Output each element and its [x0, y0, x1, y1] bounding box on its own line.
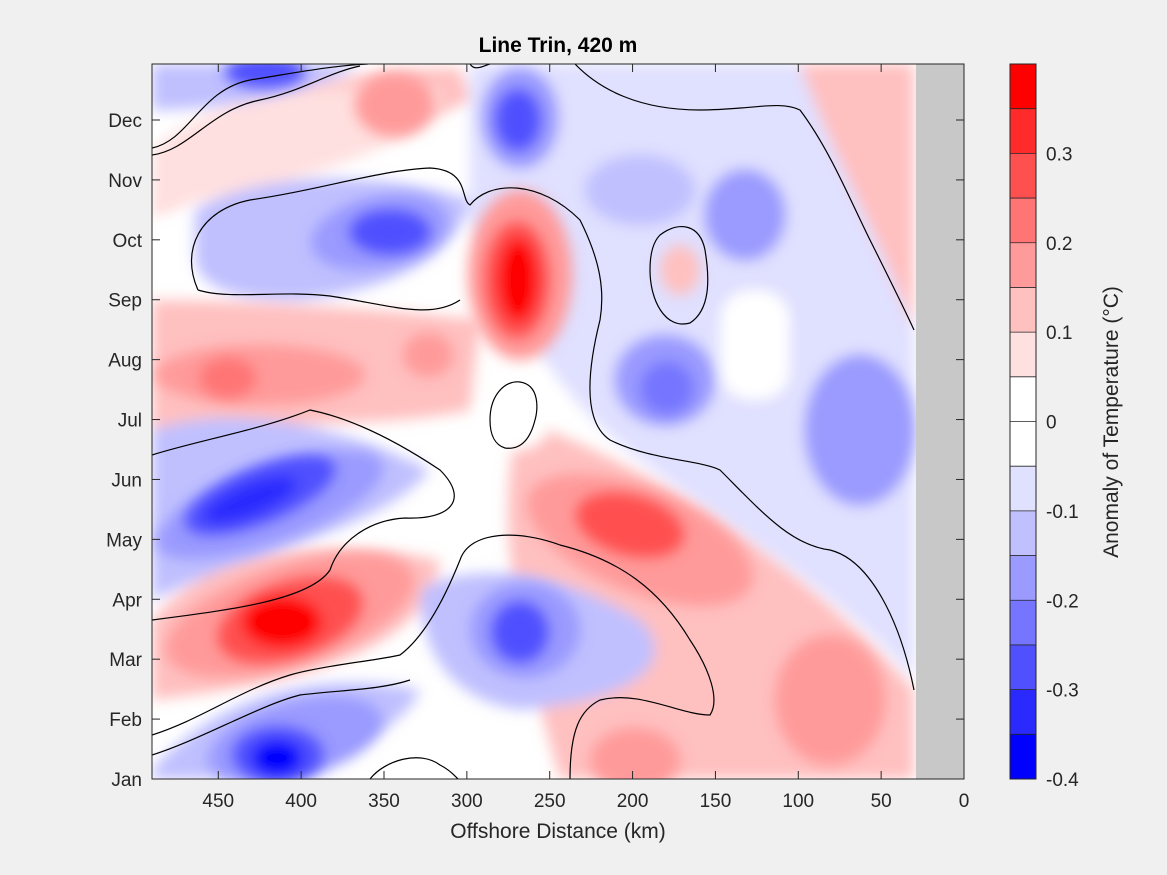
zero-contour-jul — [489, 381, 538, 449]
colorbar-swatch — [1010, 242, 1036, 288]
plot-frame — [151, 63, 965, 780]
cold-core-mar — [492, 602, 548, 662]
cold-mid-nov — [585, 155, 695, 225]
y-tick-label: Sep — [108, 291, 142, 312]
colorbar-swatch — [1010, 64, 1036, 110]
colorbar-swatch — [1010, 466, 1036, 512]
zero-contours — [152, 64, 915, 779]
x-tick-label: 200 — [617, 791, 649, 812]
zero-contour-10 — [369, 757, 459, 779]
warm-mid-aug-2 — [403, 333, 453, 377]
colorbar-swatch — [1010, 644, 1036, 691]
x-axis-ticks: 450 400 350 300 250 200 150 100 50 0 — [202, 64, 969, 812]
x-axis-title: Offshore Distance (km) — [450, 820, 666, 843]
colorbar-swatch — [1010, 332, 1036, 378]
y-tick-label: Nov — [108, 171, 142, 192]
y-tick-label: Apr — [112, 590, 142, 611]
colorbar: 0.3 0.2 0.1 0 -0.1 -0.2 -0.3 -0.4 — [1009, 63, 1079, 791]
cold-core-jun-inner — [203, 476, 297, 524]
y-tick-label: Oct — [112, 231, 142, 252]
colorbar-swatch — [1010, 287, 1036, 333]
x-tick-label: 100 — [782, 791, 814, 812]
cold-core-jan-inner — [252, 740, 302, 776]
warm-mid-feb — [775, 635, 885, 765]
colorbar-tick-label: -0.1 — [1046, 502, 1079, 523]
zero-contour-8 — [152, 534, 715, 779]
warm-mid-jan — [590, 728, 680, 779]
colorbar-swatch — [1010, 108, 1036, 154]
contour-field — [152, 64, 964, 779]
zero-contour-2 — [152, 65, 361, 156]
y-tick-label: May — [106, 530, 142, 551]
colorbar-swatch — [1010, 555, 1036, 601]
colorbar-frame — [1009, 63, 1037, 780]
x-tick-label: 300 — [451, 791, 483, 812]
colorbar-swatch — [1010, 198, 1036, 244]
colorbar-swatch — [1010, 689, 1036, 735]
warm-core-oct-inner — [498, 238, 538, 322]
x-tick-label: 0 — [959, 791, 970, 812]
colorbar-swatch — [1010, 153, 1036, 199]
zero-contour-sep — [649, 226, 709, 325]
y-tick-label: Jan — [111, 770, 142, 791]
x-tick-label: 350 — [368, 791, 400, 812]
warm-core-apr-inner — [242, 596, 322, 648]
colorbar-tick-label: -0.4 — [1046, 770, 1079, 791]
zero-contour-3 — [190, 167, 915, 691]
warm-core-aug — [200, 358, 256, 398]
cold-core-aug — [641, 362, 693, 414]
warm-mid-sep — [660, 245, 700, 295]
colorbar-swatch — [1010, 376, 1036, 422]
x-tick-label: 150 — [700, 791, 732, 812]
zero-contour-9 — [152, 679, 411, 756]
warm-mid-aug — [155, 345, 365, 405]
white-gap-jul — [480, 390, 550, 450]
colorbar-tick-label: 0.1 — [1046, 323, 1072, 344]
white-gap-east — [720, 290, 790, 400]
warm-band-ne — [800, 64, 914, 330]
colorbar-tick-label: -0.3 — [1046, 681, 1079, 702]
zero-contour-1 — [152, 64, 369, 149]
colorbar-title: Anomaly of Temperature (°C) — [1100, 286, 1123, 558]
warm-core-may — [576, 492, 684, 558]
no-data-region — [915, 64, 964, 779]
y-tick-label: Feb — [109, 710, 142, 731]
cold-core-dec — [496, 90, 540, 150]
x-tick-label: 450 — [202, 791, 234, 812]
colorbar-swatch — [1010, 421, 1036, 467]
cold-core-oct — [350, 210, 430, 254]
x-tick-label: 50 — [871, 791, 892, 812]
y-tick-label: Dec — [108, 111, 142, 132]
y-tick-label: Jun — [111, 470, 142, 491]
warm-mid-dec — [355, 73, 435, 137]
cold-core-top — [225, 64, 305, 88]
cold-mid-jul-east — [805, 355, 915, 505]
zero-contour-7 — [152, 409, 455, 621]
colorbar-tick-label: 0.2 — [1046, 234, 1072, 255]
y-tick-label: Jul — [118, 411, 142, 432]
zero-contour-6 — [574, 64, 915, 331]
colorbar-tick-label: 0.3 — [1046, 144, 1072, 165]
y-axis-ticks: Jan Feb Mar Apr May Jun Jul Aug Sep Oct Nov Dec — [106, 111, 964, 791]
y-tick-label: Mar — [109, 650, 142, 671]
y-tick-label: Aug — [108, 351, 142, 372]
x-tick-label: 250 — [534, 791, 566, 812]
colorbar-tick-label: -0.2 — [1046, 591, 1079, 612]
cold-mid-oct-east — [705, 170, 785, 260]
x-tick-label: 400 — [285, 791, 317, 812]
colorbar-swatch — [1010, 600, 1036, 646]
colorbar-swatch — [1010, 734, 1036, 780]
colorbar-tick-label: 0 — [1046, 413, 1057, 434]
chart-title: Line Trin, 420 m — [479, 34, 638, 57]
colorbar-swatch — [1010, 510, 1036, 557]
zero-contour-4 — [197, 289, 461, 311]
